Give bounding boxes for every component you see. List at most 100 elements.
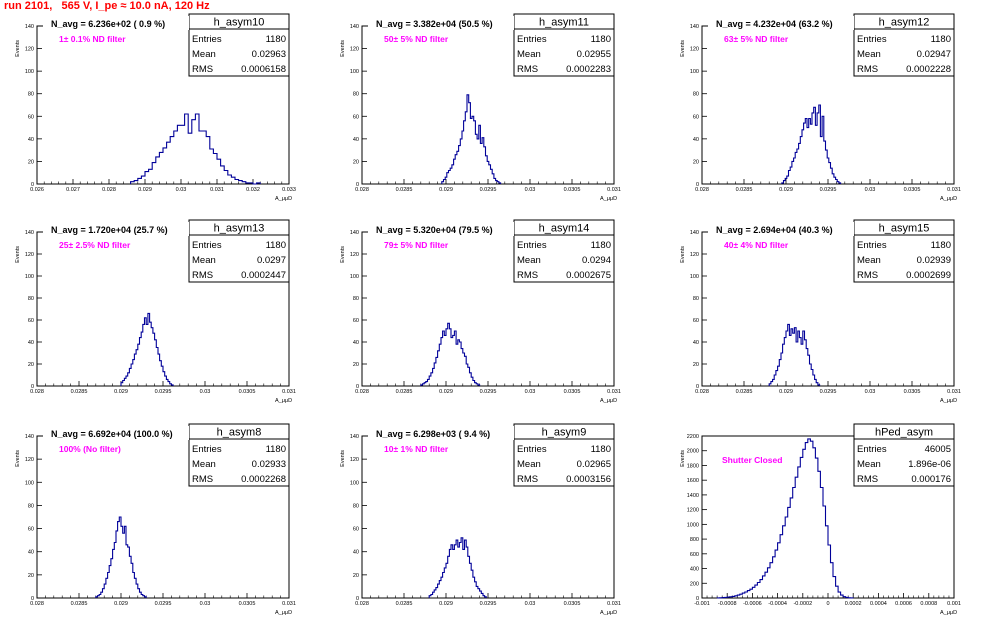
stats-label: Entries — [517, 444, 547, 455]
x-tick-label: 0.031 — [607, 601, 621, 607]
stats-value: 0.0002283 — [566, 64, 611, 75]
y-tick-label: 60 — [693, 114, 699, 120]
y-tick-label: 120 — [25, 457, 34, 463]
n-avg-label: N_avg = 6.692e+04 (100.0 %) — [51, 429, 173, 439]
x-tick-label: 0.028 — [355, 601, 369, 607]
stats-box: h_asym15 Entries 1180 Mean 0.02939 RMS 0.00026… — [853, 219, 955, 283]
stats-label: Entries — [857, 240, 887, 251]
x-axis-title: A_μμD — [275, 610, 292, 616]
y-tick-label: 120 — [25, 47, 34, 53]
x-tick-label: 0.028 — [30, 601, 44, 607]
stats-value: 1180 — [931, 34, 951, 45]
x-tick-label: 0.03 — [525, 601, 536, 607]
y-tick-label: 20 — [693, 159, 699, 165]
y-tick-label: 40 — [693, 137, 699, 143]
histogram-series — [130, 113, 261, 185]
y-tick-label: 40 — [353, 137, 359, 143]
x-tick-label: 0.0305 — [239, 601, 256, 607]
y-tick-label: 40 — [693, 340, 699, 346]
filter-annotation: Shutter Closed — [722, 455, 782, 465]
x-tick-label: 0.028 — [695, 187, 709, 193]
stats-value: 1180 — [266, 444, 286, 455]
x-tick-label: 0.033 — [282, 187, 296, 193]
y-axis-title: Events — [680, 40, 686, 57]
stats-value: 0.02933 — [252, 459, 286, 470]
x-tick-label: 0.0004 — [870, 601, 887, 607]
y-tick-label: 1000 — [687, 522, 699, 528]
stats-value: 1180 — [591, 34, 611, 45]
stats-frame — [188, 13, 290, 77]
stats-box: h_asym13 Entries 1180 Mean 0.0297 RMS 0.000244… — [188, 219, 290, 283]
stats-title: hPed_asym — [875, 427, 933, 439]
x-axis-title: A_μμD — [600, 610, 617, 616]
stats-value: 0.02965 — [577, 459, 611, 470]
stats-title: h_asym13 — [214, 223, 265, 235]
x-tick-label: 0.031 — [947, 389, 961, 395]
y-tick-label: 20 — [28, 362, 34, 368]
stats-label: Mean — [192, 49, 216, 60]
stats-value: 0.0002675 — [566, 270, 611, 281]
n-avg-bg — [368, 222, 514, 236]
page-title: run 2101, 565 V, I_pe ≈ 10.0 nA, 120 Hz — [4, 0, 210, 12]
stats-frame — [853, 423, 955, 487]
x-tick-label: 0.031 — [607, 187, 621, 193]
x-tick-label: 0.0305 — [904, 389, 921, 395]
y-tick-label: 800 — [690, 537, 699, 543]
filter-annotation: 50± 5% ND filter — [384, 34, 449, 44]
y-tick-label: 80 — [693, 296, 699, 302]
n-avg-label: N_avg = 2.694e+04 (40.3 %) — [716, 225, 833, 235]
panel-h_asym13: 0 20 40 60 80 100 120 140 0.028 0.0285 0.029 0.0295… — [15, 219, 296, 404]
x-axis-title: A_μμD — [940, 610, 957, 616]
y-tick-label: 60 — [28, 527, 34, 533]
y-tick-label: 20 — [353, 159, 359, 165]
y-tick-label: 0 — [696, 596, 699, 602]
x-tick-label: 0.0305 — [564, 389, 581, 395]
x-tick-label: 0.029 — [114, 601, 128, 607]
panel-hPed_asym: 0 200 400 600 800 1000 1200 1400 1600 1800 2000 220… — [680, 423, 961, 616]
y-tick-label: 400 — [690, 567, 699, 573]
stats-label: RMS — [192, 270, 213, 281]
filter-annotation: 40± 4% ND filter — [724, 240, 789, 250]
y-axis-title: Events — [340, 450, 346, 467]
x-tick-label: 0.03 — [525, 187, 536, 193]
x-tick-label: 0.029 — [779, 187, 793, 193]
stats-title: h_asym11 — [539, 17, 589, 29]
y-tick-label: 80 — [353, 503, 359, 509]
x-tick-label: 0.031 — [282, 389, 296, 395]
x-tick-label: 0.029 — [439, 389, 453, 395]
y-tick-label: 0 — [31, 182, 34, 188]
y-tick-label: 140 — [350, 434, 359, 440]
y-tick-label: 80 — [28, 92, 34, 98]
y-tick-label: 0 — [31, 384, 34, 390]
stats-label: RMS — [857, 64, 878, 75]
stats-value: 1180 — [591, 240, 611, 251]
x-tick-label: 0.028 — [102, 187, 116, 193]
x-tick-label: 0.03 — [200, 601, 211, 607]
stats-label: Mean — [857, 255, 881, 266]
n-avg-bg — [43, 16, 189, 30]
stats-value: 1180 — [266, 34, 286, 45]
stats-value: 0.02955 — [577, 49, 611, 60]
stats-value: 0.02939 — [917, 255, 951, 266]
x-tick-label: 0.0285 — [71, 601, 88, 607]
y-tick-label: 140 — [25, 434, 34, 440]
stats-box: hPed_asym Entries 46005 Mean 1.896e-06 RMS 0.0… — [853, 423, 955, 487]
y-tick-label: 0 — [696, 384, 699, 390]
y-axis-title: Events — [340, 40, 346, 57]
y-tick-label: 140 — [690, 24, 699, 30]
stats-label: RMS — [857, 270, 878, 281]
stats-title: h_asym10 — [214, 17, 265, 29]
n-avg-bg — [368, 426, 514, 440]
histogram-series — [120, 312, 174, 386]
panel-h_asym15: 0 20 40 60 80 100 120 140 0.028 0.0285 0.029 0.0295… — [680, 219, 961, 404]
stats-value: 1180 — [266, 240, 286, 251]
y-tick-label: 140 — [350, 230, 359, 236]
x-tick-label: 0.029 — [114, 389, 128, 395]
y-tick-label: 60 — [28, 114, 34, 120]
x-tick-label: 0.0295 — [480, 187, 497, 193]
stats-value: 1180 — [591, 444, 611, 455]
y-axis-title: Events — [340, 246, 346, 263]
x-tick-label: 0.03 — [865, 187, 876, 193]
y-tick-label: 0 — [356, 384, 359, 390]
stats-label: Mean — [517, 255, 541, 266]
